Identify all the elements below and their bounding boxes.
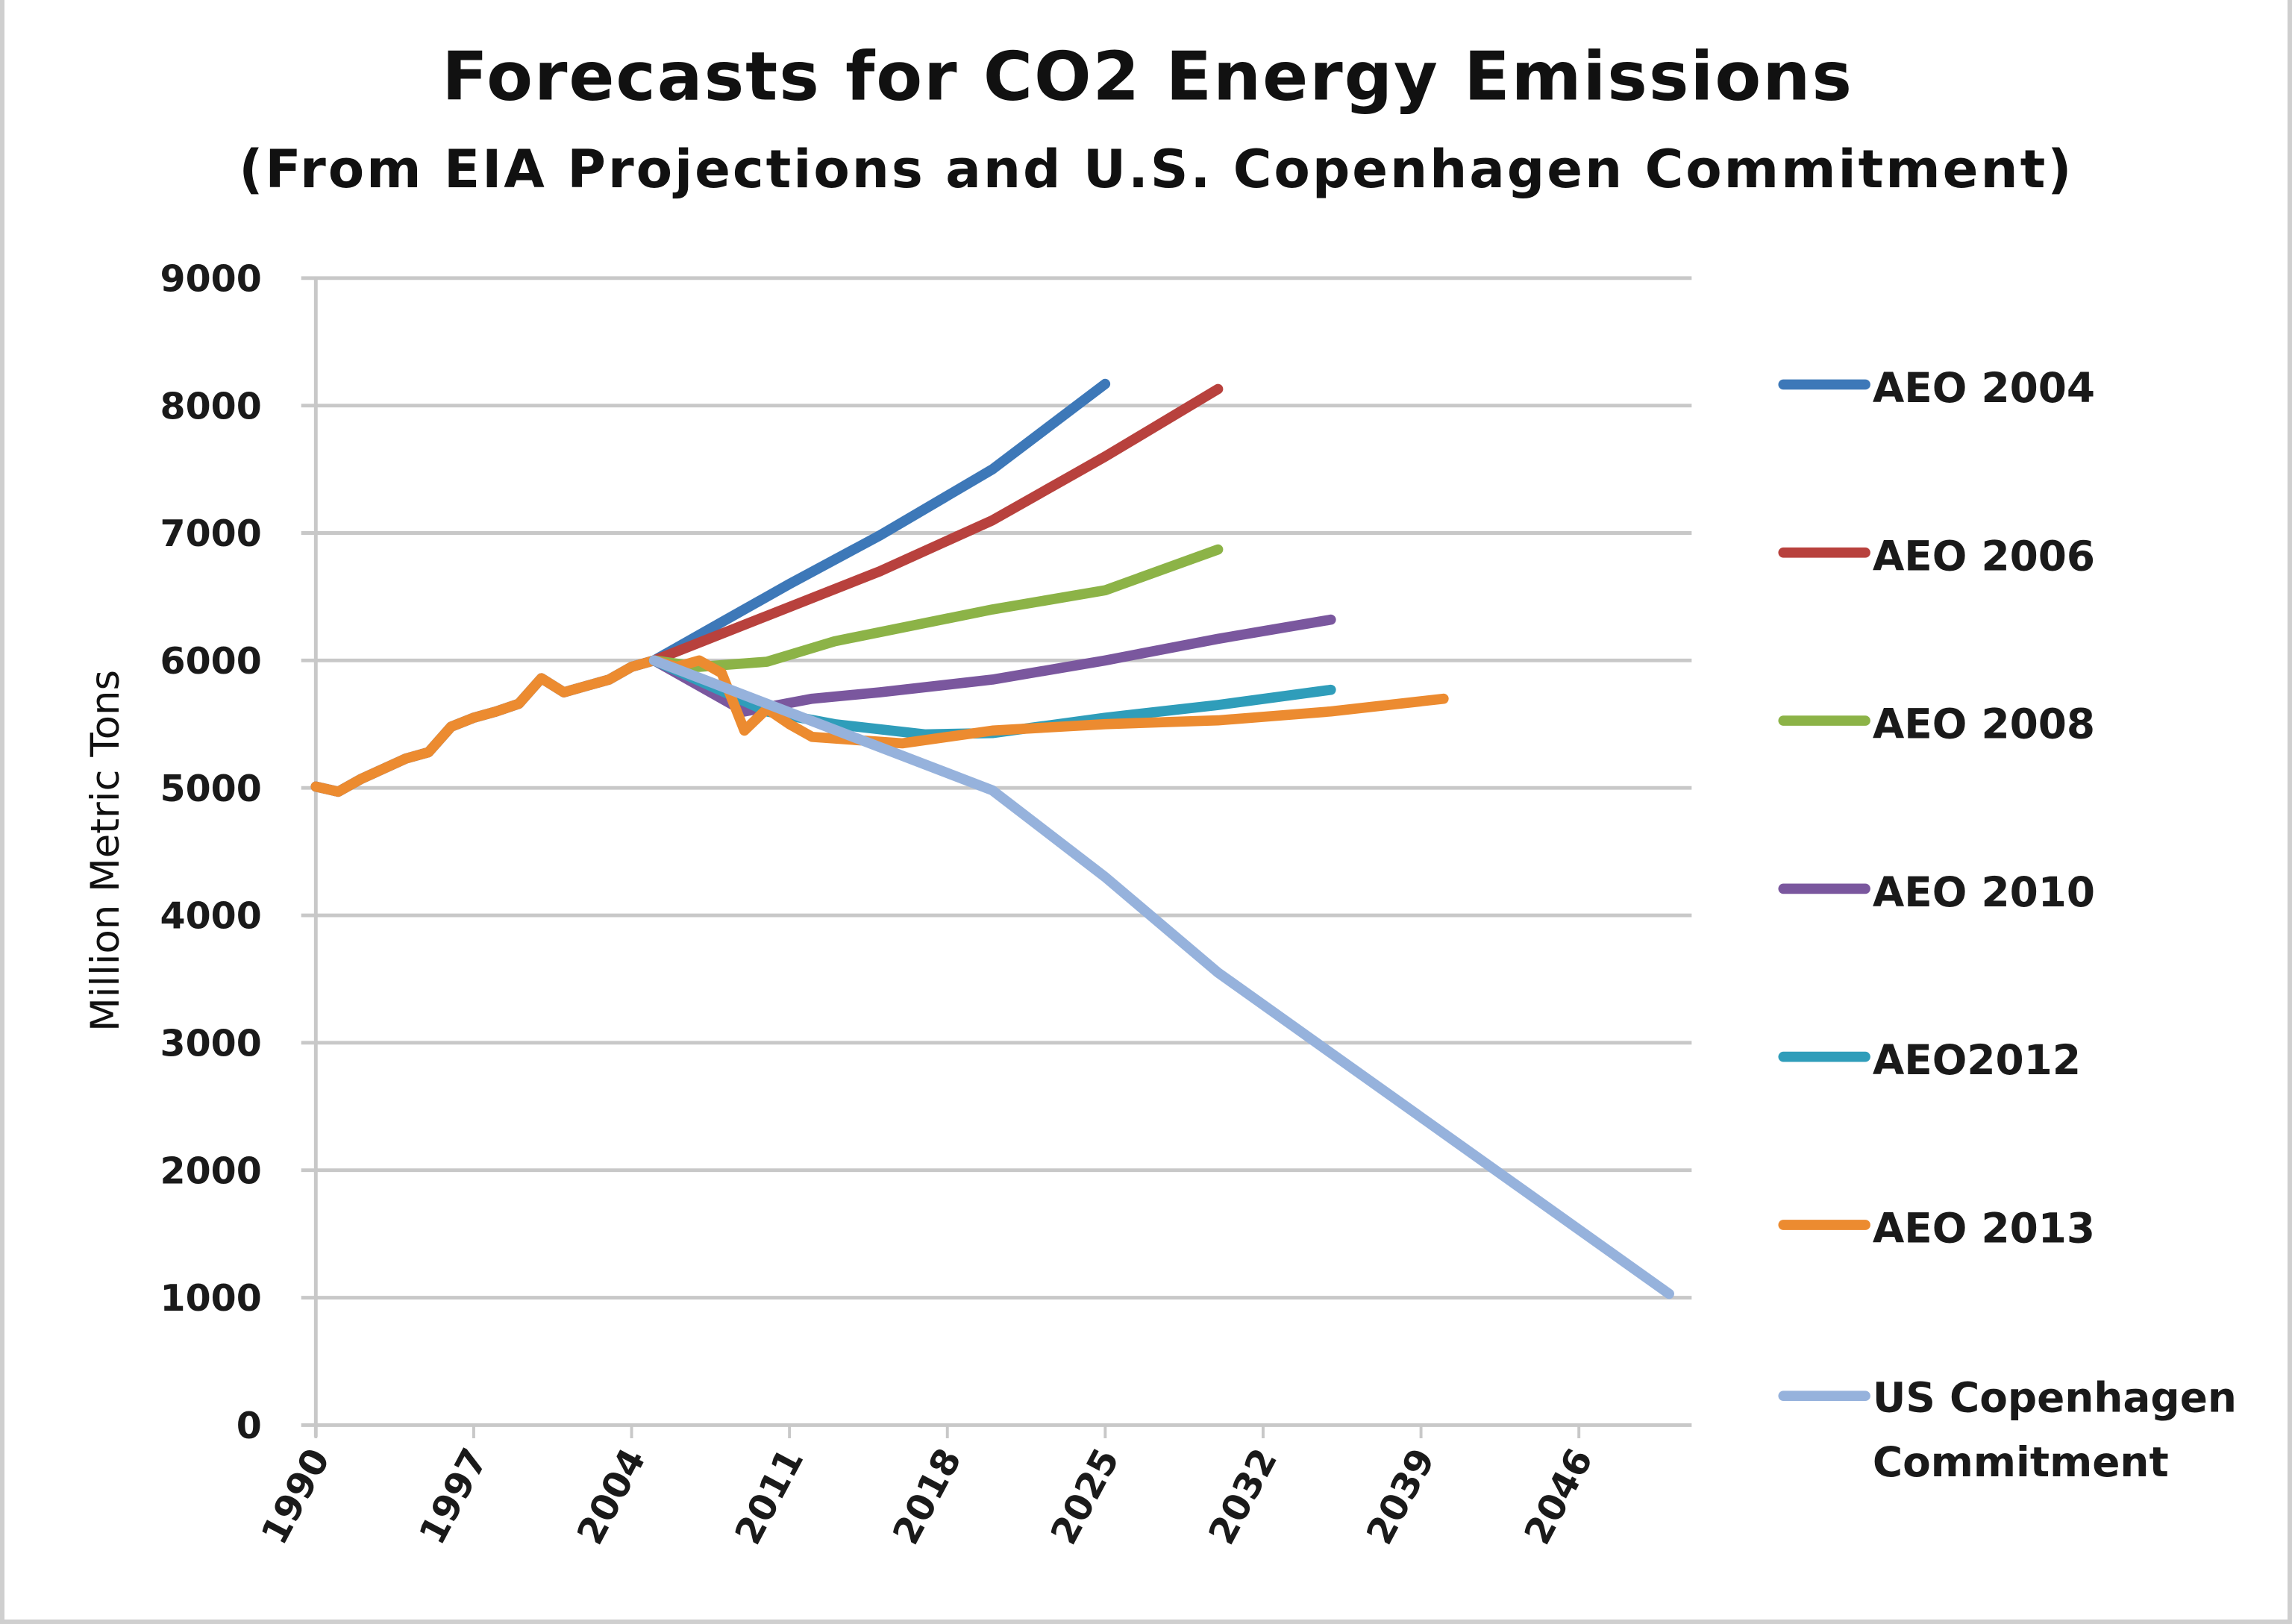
y-tick-label: 5000 <box>160 768 262 810</box>
legend-item-aeo-2006: AEO 2006 <box>1778 532 2095 580</box>
legend-item-us-copenhagen-commitment: US Copenhagen Commitment <box>1778 1374 2237 1486</box>
legend-label: AEO2012 <box>1873 1036 2081 1084</box>
y-tick-label: 4000 <box>160 895 262 938</box>
chart-subtitle: (From EIA Projections and U.S. Copenhage… <box>239 139 2073 200</box>
y-tick-label: 2000 <box>160 1150 262 1192</box>
x-tick-label: 2004 <box>569 1441 654 1551</box>
legend-label: AEO 2008 <box>1873 700 2095 748</box>
legend-item-aeo-2004: AEO 2004 <box>1778 364 2095 412</box>
series-line-us-copenhagen-commitment <box>648 655 1674 1299</box>
x-tick-label: 2032 <box>1200 1441 1286 1551</box>
x-tick-label: 2039 <box>1358 1441 1443 1551</box>
line-chart: Forecasts for CO2 Energy Emissions (From… <box>83 37 2237 1551</box>
x-tick-label: 2046 <box>1516 1441 1601 1551</box>
series-line-aeo-2004 <box>648 378 1111 666</box>
legend-label: AEO 2010 <box>1873 868 2095 916</box>
y-tick-label: 6000 <box>160 640 262 683</box>
series-line-aeo-2013 <box>648 655 1449 749</box>
y-tick-label: 7000 <box>160 512 262 555</box>
legend-label: US Copenhagen <box>1873 1374 2237 1422</box>
series-line-aeo-2008 <box>648 544 1224 672</box>
legend-item-aeo-2013: AEO 2013 <box>1778 1204 2095 1252</box>
x-tick-label: 2018 <box>885 1441 970 1551</box>
legend-label: AEO 2006 <box>1873 532 2095 580</box>
legend-label: Commitment <box>1873 1438 2169 1486</box>
legend-label: AEO 2004 <box>1873 364 2095 412</box>
x-tick-label: 2011 <box>727 1441 812 1551</box>
x-tick-label: 1997 <box>411 1441 496 1551</box>
series-line-aeo-2006 <box>648 383 1224 666</box>
legend-label: AEO 2013 <box>1873 1204 2095 1252</box>
legend-item-aeo-2010: AEO 2010 <box>1778 868 2095 916</box>
chart-title: Forecasts for CO2 Energy Emissions <box>442 37 1853 116</box>
y-tick-label: 8000 <box>160 385 262 427</box>
legend-item-aeo-2008: AEO 2008 <box>1778 700 2095 748</box>
series-line-historical <box>310 655 660 797</box>
y-tick-label: 0 <box>237 1405 262 1447</box>
y-tick-label: 1000 <box>160 1277 262 1320</box>
x-tick-label: 1990 <box>253 1441 338 1551</box>
x-tick-label: 2025 <box>1042 1441 1127 1551</box>
y-tick-label: 3000 <box>160 1022 262 1065</box>
legend-item-aeo2012: AEO2012 <box>1778 1036 2081 1084</box>
y-tick-label: 9000 <box>160 257 262 300</box>
y-axis-label: Million Metric Tons <box>83 670 128 1032</box>
